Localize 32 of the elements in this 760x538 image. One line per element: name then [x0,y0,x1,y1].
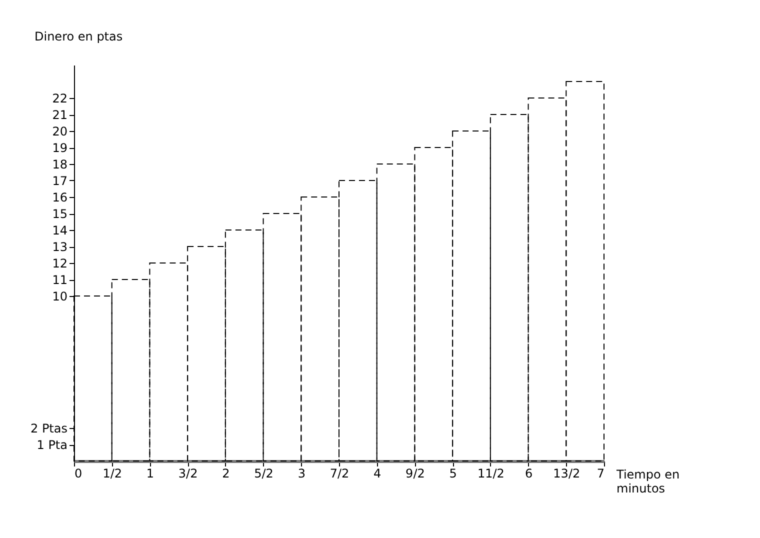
y-tick-label: 20 [52,124,68,138]
y-tick-label: 14 [52,224,68,238]
y-tick-label: 13 [52,240,68,254]
y-tick-label: 15 [52,207,68,221]
y-tick-label: 16 [52,190,68,204]
x-tick-label: 2 [222,466,230,480]
x-axis-title: Tiempo en minutos [616,468,680,496]
x-tick-label: 5 [449,466,457,480]
x-tick-label: 7/2 [330,466,350,480]
y-tick-label: 21 [52,108,68,122]
x-tick-label: 13/2 [553,466,580,480]
x-tick-label: 7 [596,466,604,480]
x-tick-label: 3/2 [178,466,198,480]
y-tick-label: 19 [52,141,68,155]
y-tick-label: 22 [52,92,68,106]
y-tick-label: 18 [52,158,68,172]
y-tick-label: 2 Ptas [30,422,68,436]
x-tick-label: 1 [146,466,154,480]
y-tick-label: 11 [52,273,68,287]
x-tick-label: 0 [74,466,82,480]
y-tick-label: 17 [52,174,68,188]
x-tick-label: 5/2 [254,466,274,480]
x-tick-label: 11/2 [477,466,504,480]
x-tick-label: 3 [298,466,306,480]
x-tick-label: 4 [374,466,382,480]
x-tick-label: 6 [524,466,533,480]
y-tick-label: 12 [52,256,68,270]
x-tick-label: 9/2 [406,466,425,480]
y-tick-label: 10 [52,290,68,304]
y-tick-label: 1 Pta [36,438,68,452]
y-axis-title: Dinero en ptas [34,30,123,44]
x-tick-label: 1/2 [102,466,122,480]
